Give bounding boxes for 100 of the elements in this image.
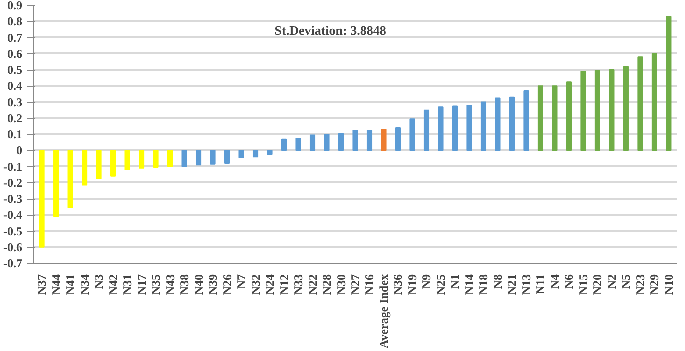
bar <box>324 134 330 152</box>
bar <box>54 150 60 218</box>
bar <box>452 106 458 152</box>
bar <box>410 118 416 152</box>
x-tick-label: N30 <box>334 274 348 296</box>
x-tick-label: N28 <box>320 274 334 296</box>
y-tick-label: 0.8 <box>8 14 22 29</box>
bar <box>580 71 586 152</box>
bar <box>538 86 544 152</box>
x-tick-label: N35 <box>149 274 164 296</box>
x-tick-label: N15 <box>576 274 590 296</box>
bar <box>82 150 88 186</box>
x-tick-label: N5 <box>619 274 634 290</box>
bar <box>238 150 244 158</box>
bar <box>139 150 145 169</box>
x-tick-label: N24 <box>263 274 278 296</box>
bar <box>495 98 501 152</box>
x-tick-label: N38 <box>178 274 192 296</box>
x-tick-label: N39 <box>206 274 220 296</box>
x-tick-label: N22 <box>306 274 320 296</box>
x-tick-label: N27 <box>348 274 362 296</box>
x-tick-label: N36 <box>391 274 406 296</box>
y-tick-label: 0.9 <box>8 0 22 12</box>
x-tick-label: N32 <box>248 274 263 296</box>
x-tick-label: Average Index <box>376 274 391 349</box>
y-tick-label: -0.1 <box>4 160 23 174</box>
x-tick-label: N10 <box>662 274 676 296</box>
bar <box>623 66 629 152</box>
bar <box>638 56 644 152</box>
y-tick-label: -0.2 <box>4 176 23 190</box>
x-tick-label: N4 <box>548 274 562 290</box>
x-tick-label: N11 <box>534 274 548 295</box>
bar <box>609 70 615 152</box>
bar <box>281 138 288 152</box>
bar <box>168 150 174 168</box>
bar <box>153 150 159 168</box>
x-tick-label: N14 <box>462 274 476 296</box>
bar <box>381 129 387 152</box>
bar <box>552 86 558 152</box>
bar <box>438 106 444 152</box>
bar <box>110 150 116 177</box>
y-tick-label: -0.3 <box>4 192 23 206</box>
bar <box>566 82 572 152</box>
bar <box>210 150 216 165</box>
bar <box>224 150 230 164</box>
x-tick-label: N17 <box>134 274 149 296</box>
x-tick-label: N6 <box>562 274 576 290</box>
bar <box>352 130 358 152</box>
bar <box>666 16 672 152</box>
bar <box>196 150 202 166</box>
x-tick-label: N42 <box>106 274 120 296</box>
x-tick-label: N9 <box>420 274 434 290</box>
bar <box>395 128 402 152</box>
bar <box>652 53 658 152</box>
bar <box>524 90 530 152</box>
x-tick-label: N2 <box>604 274 619 290</box>
bar <box>124 150 130 170</box>
bar <box>480 102 487 152</box>
y-tick-label: 0.6 <box>8 46 22 61</box>
x-tick-label: N1 <box>448 274 462 290</box>
bar <box>338 133 344 152</box>
x-tick-label: N21 <box>505 274 520 296</box>
bar <box>267 150 273 156</box>
y-tick-label: 0.4 <box>8 79 22 94</box>
x-tick-label: N40 <box>192 274 206 296</box>
x-tick-label: N29 <box>648 274 662 296</box>
bar <box>509 96 516 152</box>
y-tick-label: -0.6 <box>4 240 23 254</box>
x-tick-label: N20 <box>590 274 605 296</box>
y-tick-label: 0.5 <box>8 63 22 77</box>
x-tick-label: N37 <box>35 274 50 296</box>
y-tick-label: 0 <box>16 144 22 158</box>
x-tick-label: N7 <box>234 274 249 290</box>
bar <box>466 104 472 152</box>
y-tick-label: -0.7 <box>4 256 23 270</box>
x-tick-label: N23 <box>633 274 648 296</box>
x-tick-label: N18 <box>476 274 491 296</box>
y-tick-label: -0.4 <box>4 208 23 222</box>
x-tick-label: N34 <box>78 274 92 296</box>
y-tick-label: 0.3 <box>8 95 22 110</box>
x-tick-label: N16 <box>362 274 377 296</box>
x-tick-label: N43 <box>163 274 178 296</box>
x-tick-label: N31 <box>120 274 135 296</box>
x-tick-label: N3 <box>92 274 106 290</box>
bar <box>39 150 45 248</box>
x-tick-label: N8 <box>490 274 505 290</box>
bar <box>424 110 430 152</box>
y-tick-label: 0.2 <box>8 111 22 126</box>
x-tick-label: N44 <box>49 274 64 296</box>
x-tick-label: N13 <box>519 274 534 296</box>
x-tick-label: N12 <box>277 274 292 296</box>
bar <box>594 70 600 152</box>
bar <box>366 130 373 152</box>
x-tick-label: N25 <box>434 274 448 296</box>
x-tick-label: N33 <box>292 274 306 296</box>
x-tick-label: N41 <box>64 274 78 296</box>
bar <box>182 150 188 168</box>
bar <box>310 134 316 152</box>
bar <box>296 138 302 152</box>
y-tick-label: 0.1 <box>8 128 22 142</box>
